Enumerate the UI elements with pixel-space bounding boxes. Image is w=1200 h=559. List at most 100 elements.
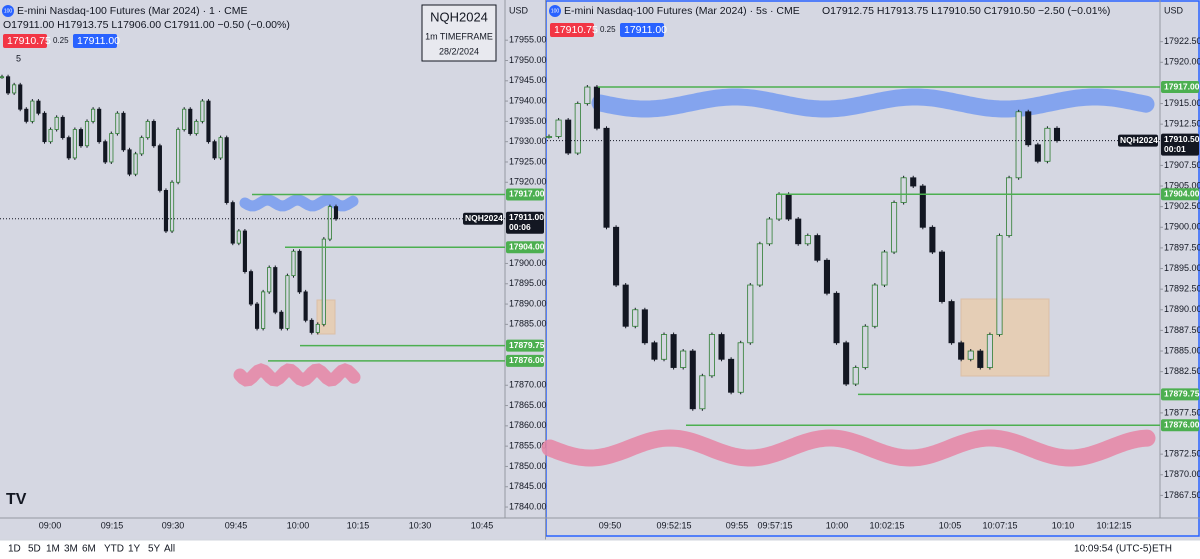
candle-body	[545, 136, 553, 138]
y-tick-label: 17920.00	[1164, 57, 1200, 67]
level-label: 17904.00	[509, 241, 545, 251]
candle-body	[737, 342, 744, 393]
candle-body	[230, 202, 235, 244]
range-button[interactable]: 5D	[28, 544, 41, 555]
candle-body	[881, 251, 888, 286]
session[interactable]: ETH	[1152, 544, 1172, 555]
candle-body	[242, 230, 247, 272]
candle-body	[6, 76, 11, 94]
y-tick-label: 17912.50	[1164, 119, 1200, 129]
ask-box[interactable]	[620, 23, 664, 37]
blue-drawing	[239, 194, 359, 212]
candle-body	[584, 86, 591, 104]
bid: 17910.75	[554, 24, 598, 36]
note-timeframe: 1m TIMEFRAME	[425, 31, 493, 41]
level-tag	[1161, 419, 1199, 432]
ask: 17911.00	[77, 35, 120, 47]
candle-body	[622, 284, 629, 327]
x-tick-label: 10:00	[826, 520, 849, 530]
candle-body	[718, 334, 725, 360]
price-tag	[506, 211, 544, 234]
candle-body	[603, 127, 610, 228]
candle-body	[948, 301, 955, 344]
candle-body	[84, 120, 90, 147]
candle-body	[121, 112, 126, 151]
level-tag	[1161, 388, 1199, 401]
range-button[interactable]: 6M	[82, 544, 96, 555]
candle-body	[133, 153, 138, 175]
candle-body	[273, 267, 278, 313]
candle-body	[613, 226, 620, 286]
indicator-count: 5	[16, 53, 21, 63]
candle-body	[660, 334, 668, 360]
range-button[interactable]: All	[164, 544, 175, 555]
candle-body	[176, 129, 181, 183]
candle-body	[333, 206, 339, 220]
countdown: 00:01	[1164, 144, 1186, 154]
candle-body	[127, 149, 132, 175]
level-label: 17917.00	[509, 189, 545, 199]
y-tick-label: 17872.50	[1164, 449, 1200, 459]
candle-body	[938, 251, 946, 302]
x-tick-label: 10:15	[347, 520, 370, 530]
x-tick-label: 10:12:15	[1096, 520, 1131, 530]
chart-title[interactable]: E-mini Nasdaq-100 Futures (Mar 2024) · 5…	[564, 5, 800, 17]
y-tick-label: 17887.50	[1164, 325, 1200, 335]
candle-body	[54, 116, 59, 130]
x-tick-label: 09:00	[39, 520, 62, 530]
level-label: 17904.00	[1164, 189, 1200, 199]
bid-box[interactable]	[3, 34, 47, 48]
candle-body	[261, 291, 266, 329]
candle-body	[699, 375, 706, 410]
candle-body	[862, 325, 869, 368]
candle-body	[303, 291, 308, 321]
y-tick-label: 17955.00	[509, 35, 547, 45]
candle-body	[194, 120, 199, 134]
candle-body	[91, 108, 96, 122]
range-button[interactable]: 1M	[46, 544, 60, 555]
x-tick-label: 09:50	[599, 520, 622, 530]
y-tick-label: 17900.00	[1164, 222, 1200, 232]
countdown: 00:06	[509, 222, 531, 232]
candle-body	[212, 141, 217, 159]
bid-box[interactable]	[550, 23, 594, 37]
candle-body	[42, 112, 47, 143]
y-tick-label: 17920.00	[509, 177, 547, 187]
candle-body	[139, 137, 144, 155]
level-label: 17917.00	[1164, 81, 1200, 91]
range-button[interactable]: 5Y	[148, 544, 161, 555]
range-button[interactable]: 1Y	[128, 544, 141, 555]
candle-body	[103, 141, 108, 163]
x-tick-label: 10:30	[409, 520, 432, 530]
level-label: 17879.75	[1164, 389, 1200, 399]
y-tick-label: 17882.50	[1164, 366, 1200, 376]
y-tick-label: 17922.50	[1164, 36, 1200, 46]
range-button[interactable]: 1D	[8, 544, 21, 555]
y-tick-label: 17890.00	[1164, 304, 1200, 314]
candle-body	[1006, 177, 1013, 236]
candle-body	[291, 250, 296, 277]
symbol-tag	[463, 212, 503, 225]
ohlc: O17911.00 H17913.75 L17906.00 C17911.00 …	[3, 19, 290, 31]
level-label: 17876.00	[1164, 420, 1200, 430]
tv-logo: TV	[6, 491, 27, 508]
ask-box[interactable]	[73, 34, 117, 48]
candle-body	[823, 259, 830, 294]
currency[interactable]: USD	[1164, 5, 1184, 15]
candle-body	[833, 292, 840, 344]
x-tick-label: 10:05	[939, 520, 962, 530]
y-tick-label: 17870.00	[509, 380, 547, 390]
chart-title[interactable]: E-mini Nasdaq-100 Futures (Mar 2024) · 1…	[17, 5, 248, 17]
pink-drawing	[233, 363, 361, 387]
y-tick-label: 17845.00	[509, 481, 547, 491]
symbol-label: NQH2024	[465, 213, 503, 223]
currency[interactable]: USD	[509, 5, 529, 15]
range-button[interactable]: YTD	[104, 544, 124, 555]
candle-body	[254, 303, 260, 329]
symbol-tag	[1118, 134, 1158, 147]
range-button[interactable]: 3M	[64, 544, 78, 555]
candle-body	[565, 119, 572, 154]
range-box	[960, 298, 1050, 377]
candle-body	[97, 108, 102, 143]
